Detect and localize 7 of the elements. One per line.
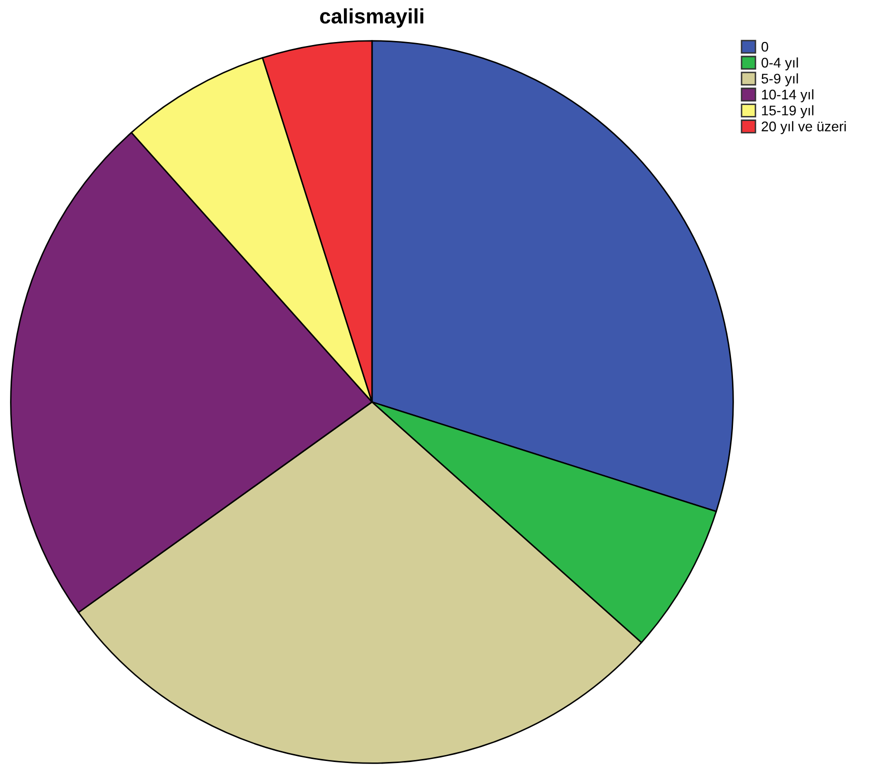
legend-label: 0: [762, 42, 768, 52]
legend-label: 15-19 yıl: [762, 105, 814, 118]
legend-label: 0-4 yıl: [762, 57, 798, 70]
legend-label: 5-9 yıl: [762, 73, 798, 86]
legend-label: 10-14 yıl: [762, 89, 814, 102]
legend-label: 20 yıl ve üzeri: [762, 121, 846, 134]
chart-title: calismayili: [320, 8, 424, 28]
